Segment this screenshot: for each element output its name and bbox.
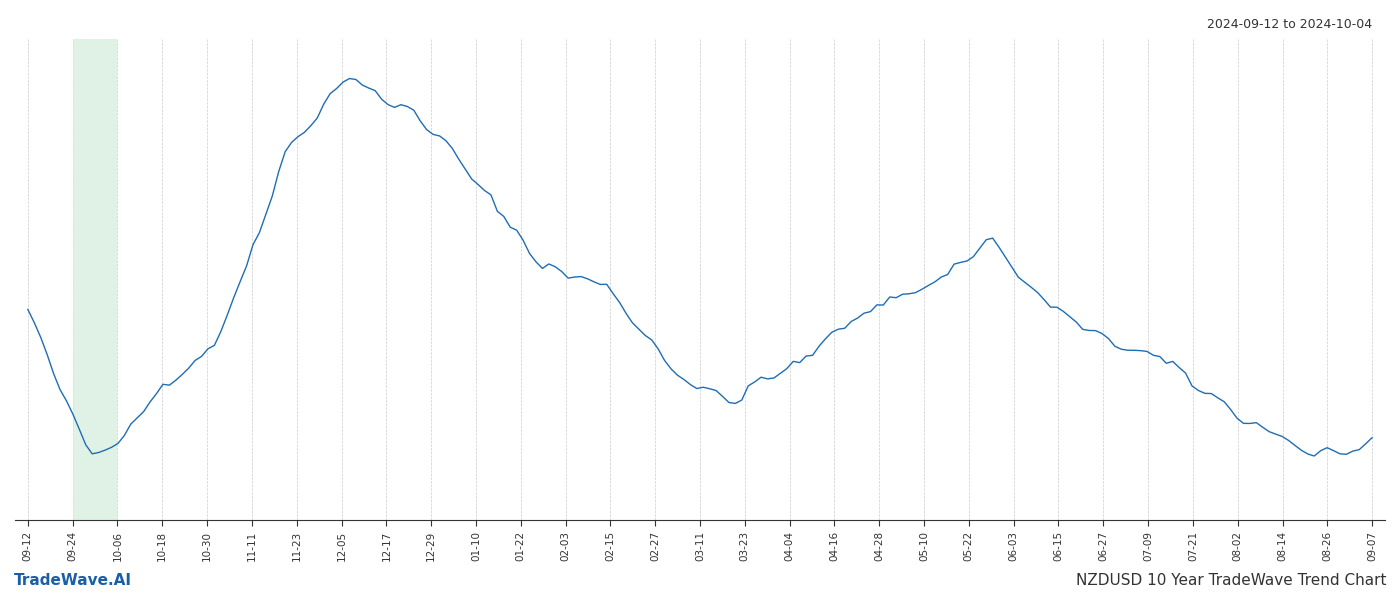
Bar bbox=[73, 39, 118, 520]
Text: TradeWave.AI: TradeWave.AI bbox=[14, 573, 132, 588]
Text: 2024-09-12 to 2024-10-04: 2024-09-12 to 2024-10-04 bbox=[1207, 18, 1372, 31]
Text: NZDUSD 10 Year TradeWave Trend Chart: NZDUSD 10 Year TradeWave Trend Chart bbox=[1075, 573, 1386, 588]
